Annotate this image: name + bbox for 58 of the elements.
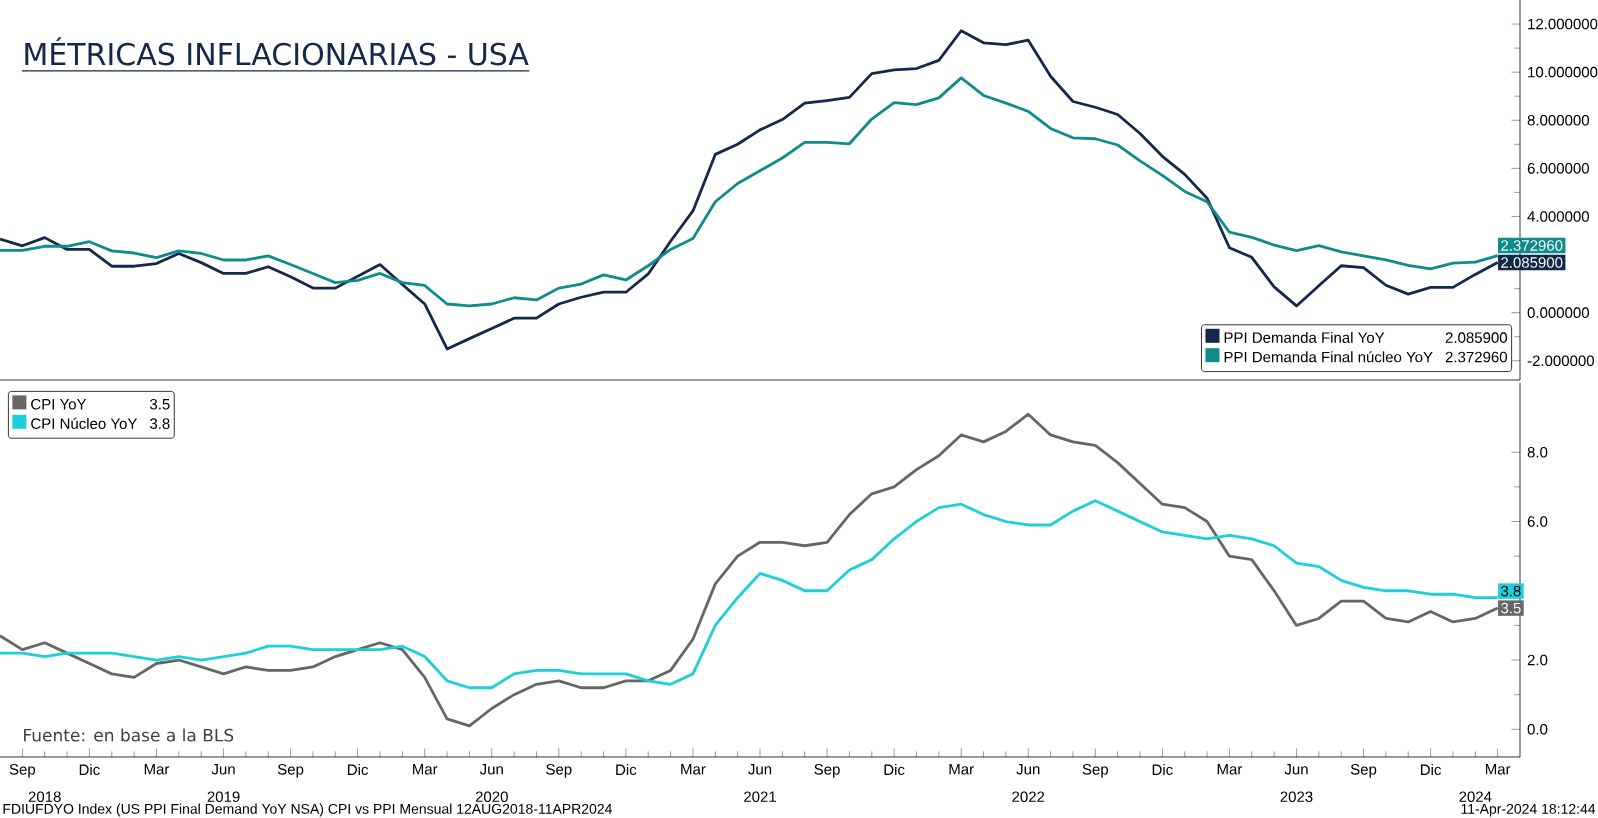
x-tick-label: Mar (681, 764, 706, 775)
x-tick-label: Dic (79, 764, 100, 776)
annotation: 3.5 (1501, 602, 1521, 614)
x-tick-label: Dic (884, 764, 905, 776)
legend-label: PPI Demanda Final núcleo YoY (1224, 351, 1433, 363)
x2-tick-label: 2020 (475, 791, 508, 803)
y-tick-label: 2.0 (1527, 654, 1548, 666)
x-tick-label: Mar (1485, 764, 1511, 775)
x2-tick-label: 2019 (207, 791, 240, 803)
text: 11-Apr-2024 18:12:44 (1461, 803, 1596, 817)
x-tick-label: Jun (211, 764, 235, 775)
x-tick-label: Jun (1016, 764, 1040, 775)
x-tick-label: Mar (413, 764, 438, 775)
x-tick-label: Mar (1217, 764, 1243, 775)
x-tick-label: Jun (748, 764, 772, 775)
annotation: 3.8 (1501, 585, 1521, 597)
y-tick-label: 0.0 (1527, 723, 1548, 735)
x-tick-label: Sep (1082, 764, 1109, 778)
y-tick-label: 10.000000 (1528, 66, 1598, 78)
line-series (0, 76, 1500, 308)
x2-tick-label: 2022 (1012, 791, 1045, 803)
x2-tick-label: 2023 (1280, 791, 1313, 803)
x-tick-label: Dic (348, 764, 369, 776)
annotation: Fuente: en base a la BLS (24, 728, 234, 742)
x-tick-label: Mar (949, 764, 974, 775)
x-tick-label: Dic (616, 764, 637, 776)
annotation: 2.085900 (1501, 257, 1563, 268)
x-tick-label: Mar (144, 764, 170, 775)
x-tick-label: Sep (814, 764, 840, 778)
text: FDIUFDYO Index (US PPI Final Demand YoY NSA) CPI vs PPI Mensual 12AUG2018-11APR2024 (3, 803, 612, 817)
x-tick-label: Jun (479, 764, 503, 775)
x-tick-label: Dic (1420, 764, 1442, 776)
y-tick-label: -2.000000 (1527, 355, 1594, 367)
x2-tick-label: 2021 (744, 791, 776, 803)
legend-label: CPI YoY (31, 398, 87, 410)
x2-tick-label: 2018 (28, 791, 61, 803)
legend-label: CPI Núcleo YoY (31, 417, 138, 429)
y-tick-label: 0.000000 (1527, 307, 1590, 318)
x2-tick-label: 2024 (1459, 791, 1492, 803)
text: 3.5 (149, 398, 170, 410)
text: 2.372960 (1445, 351, 1507, 363)
y-tick-label: 8.000000 (1527, 114, 1590, 126)
annotation: 2.372960 (1501, 240, 1563, 251)
y-tick-label: 6.000000 (1527, 163, 1590, 174)
y-tick-label: 8.0 (1527, 446, 1548, 458)
x-tick-label: Sep (277, 764, 304, 778)
y-tick-label: 4.000000 (1527, 211, 1590, 222)
text: 3.8 (149, 418, 170, 429)
text: 2.085900 (1445, 332, 1507, 343)
x-tick-label: Jun (1284, 764, 1308, 775)
y-tick-label: 12.000000 (1528, 18, 1598, 30)
x-tick-label: Sep (1350, 764, 1377, 778)
y-tick-label: 6.0 (1527, 516, 1548, 527)
x-tick-label: Sep (546, 764, 572, 778)
x-tick-label: Sep (9, 764, 36, 778)
legend-label: PPI Demanda Final YoY (1224, 331, 1385, 343)
x-tick-label: Dic (1152, 764, 1173, 776)
text: MÉTRICAS INFLACIONARIAS - USA (25, 37, 529, 66)
